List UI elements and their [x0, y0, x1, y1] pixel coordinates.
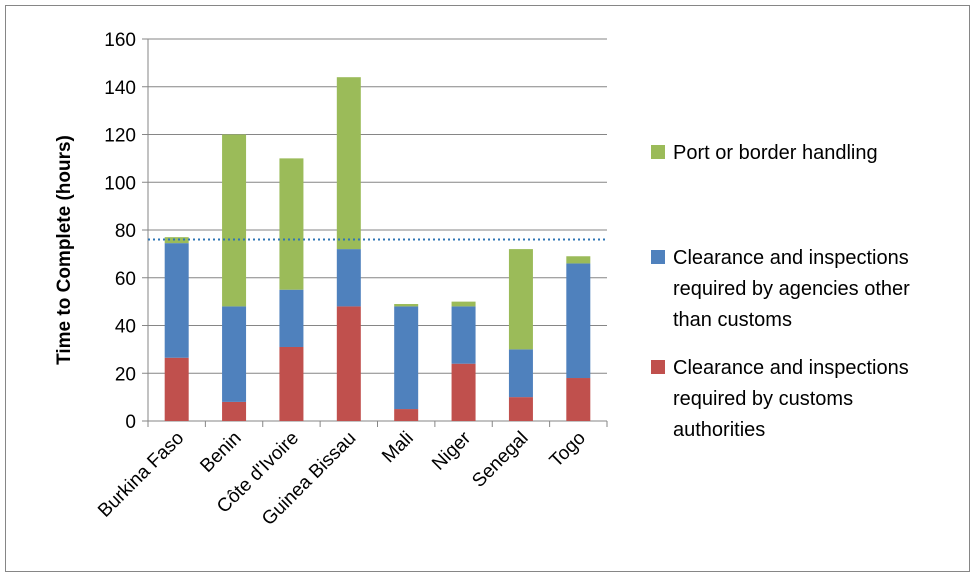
- legend-label: Clearance and inspections: [673, 357, 909, 379]
- legend-label: than customs: [673, 309, 792, 331]
- y-tick-label: 160: [104, 30, 136, 51]
- gridlines: [142, 38, 607, 422]
- bar-segment: [222, 134, 247, 307]
- bar-segment: [336, 77, 361, 250]
- bar-segment: [394, 304, 419, 307]
- x-tick-label: Mali: [378, 428, 417, 467]
- y-tick-label: 60: [115, 269, 136, 290]
- x-tick-label: Burkina Faso: [94, 428, 188, 522]
- bar-segment: [451, 363, 476, 421]
- legend-label: authorities: [673, 419, 765, 441]
- legend-label: Port or border handling: [673, 142, 878, 164]
- bar-segment: [222, 306, 247, 402]
- y-tick-label: 20: [115, 364, 136, 385]
- bar-segment: [451, 306, 476, 364]
- legend-swatch: [651, 250, 665, 264]
- bar-segment: [279, 158, 304, 290]
- legend-label: required by agencies other: [673, 278, 910, 300]
- y-tick-labels: 0 20 40 60 80 100 120 140 160: [104, 30, 136, 433]
- legend-swatch: [651, 360, 665, 374]
- legend-label: required by customs: [673, 388, 853, 410]
- y-tick-label: 80: [115, 221, 136, 242]
- y-tick-label: 40: [115, 317, 136, 338]
- x-tick-label: Togo: [546, 428, 590, 472]
- y-tick-label: 100: [104, 173, 136, 194]
- x-tick-label: Niger: [428, 427, 475, 474]
- x-tick-label: Benin: [196, 428, 245, 477]
- bar-segment: [451, 301, 476, 307]
- bar-segment: [566, 256, 591, 264]
- x-tick-label: Senegal: [468, 428, 532, 492]
- bar-segment: [394, 306, 419, 410]
- bar-segment: [279, 289, 304, 347]
- bar-segment: [279, 346, 304, 421]
- bar-segment: [566, 263, 591, 379]
- bar-segment: [164, 357, 189, 421]
- bar-segment: [222, 401, 247, 421]
- y-axis-title: Time to Complete (hours): [54, 135, 75, 365]
- bar-segment: [508, 249, 533, 350]
- y-tick-label: 0: [125, 412, 136, 433]
- bars: [147, 77, 608, 427]
- bar-segment: [508, 349, 533, 398]
- bar-segment: [164, 237, 189, 244]
- bar-segment: [336, 249, 361, 307]
- legend-swatch: [651, 145, 665, 159]
- bar-segment: [566, 378, 591, 421]
- bar-segment: [394, 409, 419, 421]
- legend: Port or border handling Clearance and ins…: [651, 142, 910, 441]
- legend-label: Clearance and inspections: [673, 247, 909, 269]
- y-tick-label: 140: [104, 78, 136, 99]
- bar-segment: [336, 306, 361, 421]
- bar-segment: [508, 397, 533, 421]
- bar-segment: [164, 243, 189, 358]
- y-tick-label: 120: [104, 126, 136, 147]
